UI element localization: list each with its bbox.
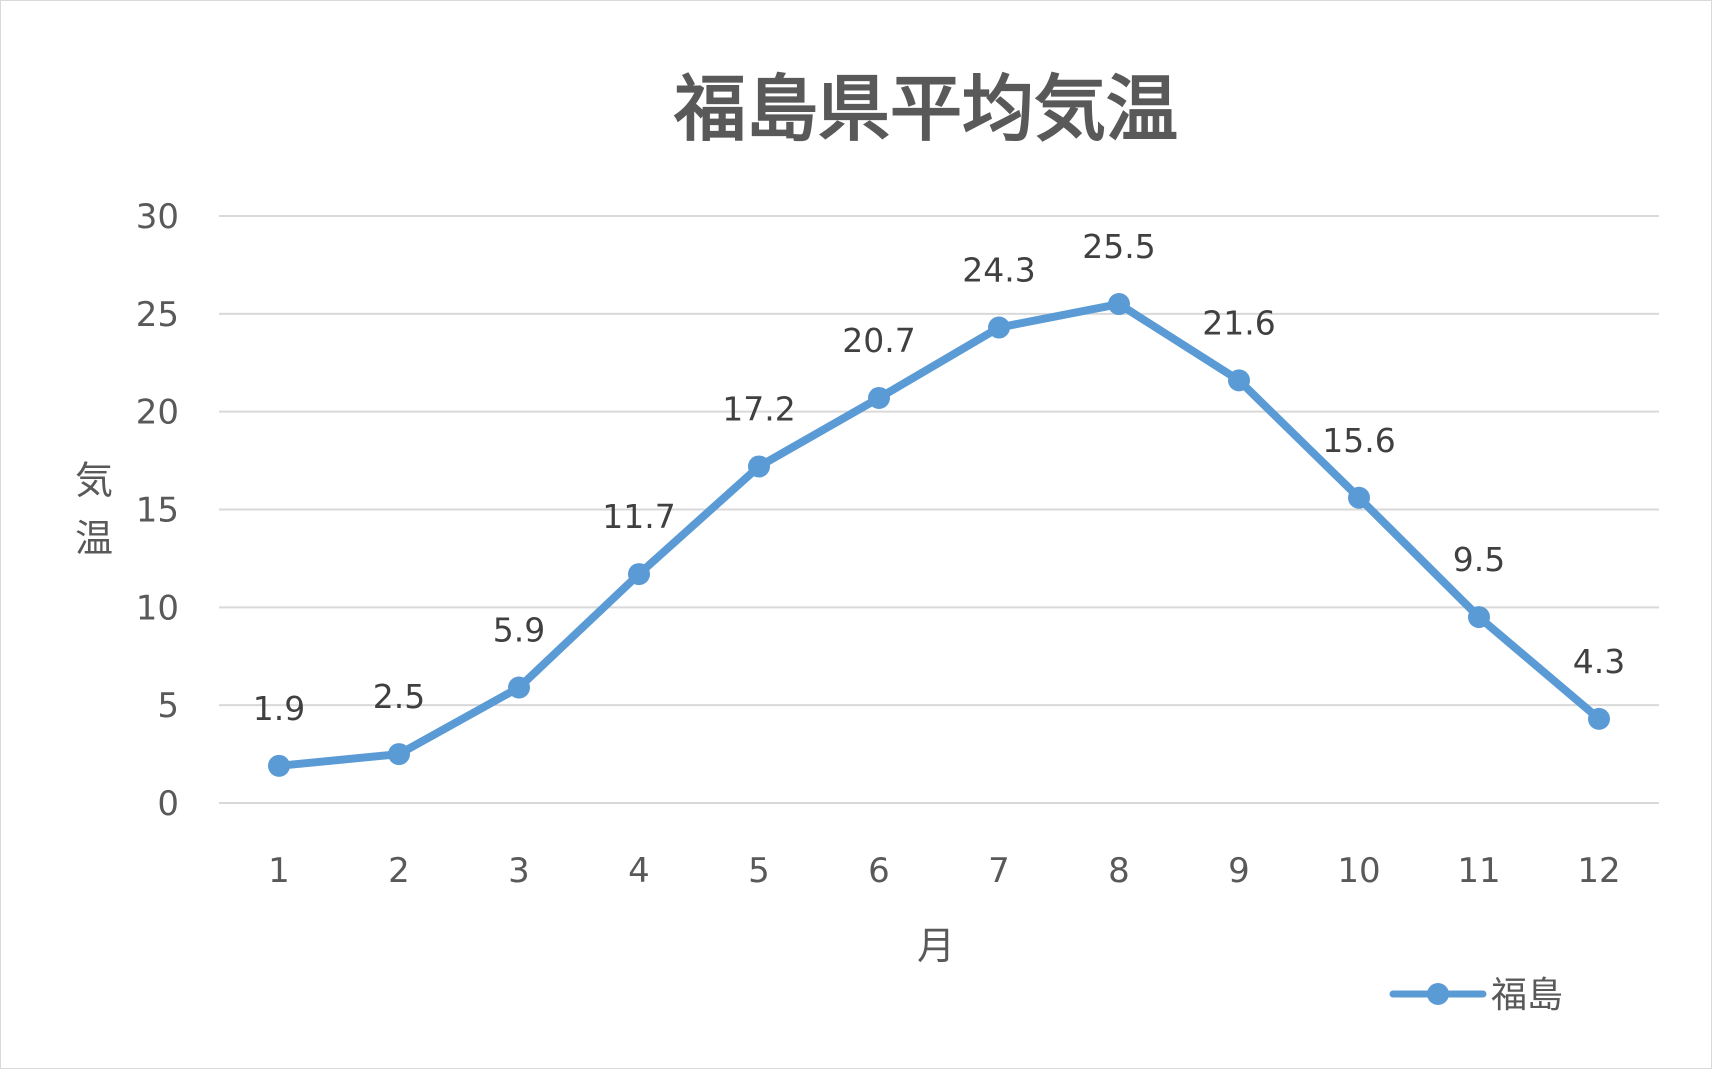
y-axis-label: 気温 bbox=[75, 459, 113, 561]
data-label: 2.5 bbox=[373, 677, 425, 716]
x-tick-label: 12 bbox=[1577, 851, 1620, 891]
data-point bbox=[988, 316, 1010, 339]
data-point bbox=[628, 563, 650, 586]
x-tick-label: 8 bbox=[1108, 851, 1130, 891]
data-label: 4.3 bbox=[1573, 642, 1625, 681]
x-tick-label: 10 bbox=[1337, 851, 1380, 891]
data-point bbox=[1228, 369, 1250, 392]
y-axis-ticks: 0 5 10 15 20 25 30 bbox=[136, 197, 179, 824]
data-label: 11.7 bbox=[602, 497, 675, 536]
y-tick-label: 5 bbox=[157, 686, 179, 726]
y-tick-label: 30 bbox=[136, 197, 179, 237]
x-tick-label: 4 bbox=[628, 851, 650, 891]
x-tick-label: 5 bbox=[748, 851, 770, 891]
x-tick-label: 2 bbox=[388, 851, 410, 891]
gridlines bbox=[219, 215, 1659, 804]
x-axis-label: 月 bbox=[917, 924, 955, 968]
series-福島 bbox=[268, 293, 1610, 777]
x-tick-label: 6 bbox=[868, 851, 890, 891]
data-labels: 1.9 2.5 5.9 11.7 17.2 20.7 24.3 25.5 21.6 15.6 9.5… bbox=[253, 227, 1625, 728]
x-tick-label: 3 bbox=[508, 851, 530, 891]
data-label: 17.2 bbox=[722, 389, 795, 428]
data-point bbox=[388, 743, 410, 766]
data-label: 5.9 bbox=[493, 611, 545, 650]
y-tick-label: 25 bbox=[136, 295, 179, 335]
data-point bbox=[1588, 707, 1610, 730]
data-point bbox=[508, 676, 530, 699]
x-tick-label: 7 bbox=[988, 851, 1010, 891]
data-label: 20.7 bbox=[842, 321, 915, 360]
x-tick-label: 11 bbox=[1457, 851, 1500, 891]
series-line bbox=[275, 300, 1603, 770]
data-point bbox=[268, 754, 290, 777]
x-tick-label: 9 bbox=[1228, 851, 1250, 891]
data-point bbox=[1108, 293, 1130, 316]
data-point bbox=[868, 386, 890, 409]
x-axis-ticks: 1 2 3 4 5 6 7 8 9 10 11 12 bbox=[268, 851, 1620, 891]
data-label: 24.3 bbox=[962, 251, 1035, 290]
legend: 福島 bbox=[1389, 975, 1563, 1016]
data-label: 9.5 bbox=[1453, 540, 1505, 579]
data-label: 15.6 bbox=[1322, 421, 1395, 460]
data-label: 21.6 bbox=[1202, 303, 1275, 342]
legend-label: 福島 bbox=[1491, 975, 1563, 1016]
data-label: 25.5 bbox=[1082, 227, 1155, 266]
y-tick-label: 0 bbox=[157, 784, 179, 824]
data-point bbox=[748, 455, 770, 478]
y-tick-label: 20 bbox=[136, 393, 179, 433]
legend-marker bbox=[1427, 983, 1449, 1005]
data-point bbox=[1468, 606, 1490, 629]
chart-title: 福島県平均気温 bbox=[673, 67, 1178, 151]
y-tick-label: 10 bbox=[136, 588, 179, 628]
data-point bbox=[1348, 486, 1370, 509]
x-tick-label: 1 bbox=[268, 851, 290, 891]
data-label: 1.9 bbox=[253, 689, 305, 728]
y-tick-label: 15 bbox=[136, 491, 179, 531]
